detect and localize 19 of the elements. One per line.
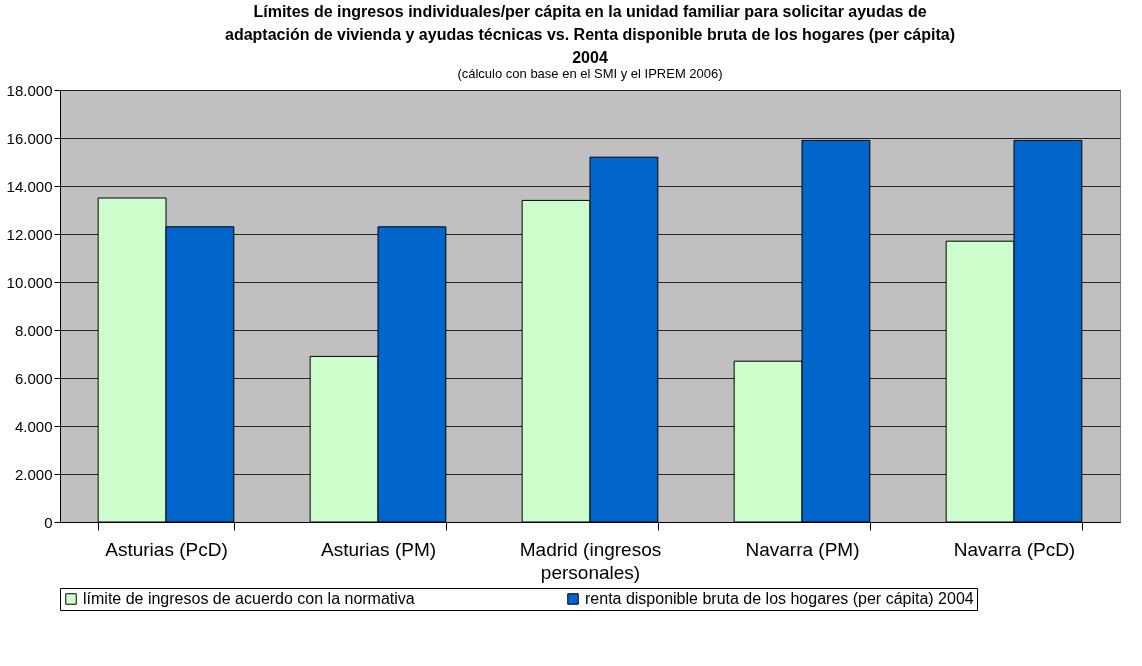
y-tick-label: 6.000 <box>14 369 53 387</box>
legend-label: renta disponible bruta de los hogares (per cápita) 2004 <box>585 590 974 607</box>
y-tick-label: 16.000 <box>6 129 53 147</box>
y-tick-label: 8.000 <box>14 321 53 339</box>
x-tick-label: Navarra (PM) <box>745 538 860 560</box>
chart-title: Límites de ingresos individuales/per cápita en la unidad familiar para solicitar ayudas de adaptación de vivienda y ayudas técnicas vs. Renta disponible bruta de los hogares (per cápita) 2004 <box>225 3 955 66</box>
x-tick-label: Navarra (PcD) <box>953 538 1076 560</box>
y-tick-label: 14.000 <box>6 177 53 195</box>
x-tick-label: Asturias (PM) <box>320 538 437 560</box>
legend-label: límite de ingresos de acuerdo con la normativa <box>83 590 415 607</box>
y-tick-label: 2.000 <box>14 465 53 483</box>
x-tick-label: Madrid (ingresos personales) <box>519 538 662 583</box>
y-tick-label: 18.000 <box>6 81 53 99</box>
y-tick-label: 0 <box>44 513 53 531</box>
y-tick-label: 12.000 <box>6 225 53 243</box>
y-tick-label: 4.000 <box>14 417 53 435</box>
chart-subtitle: (cálculo con base en el SMI y el IPREM 2006) <box>457 66 723 81</box>
y-tick-label: 10.000 <box>6 273 53 291</box>
x-tick-label: Asturias (PcD) <box>105 538 228 560</box>
